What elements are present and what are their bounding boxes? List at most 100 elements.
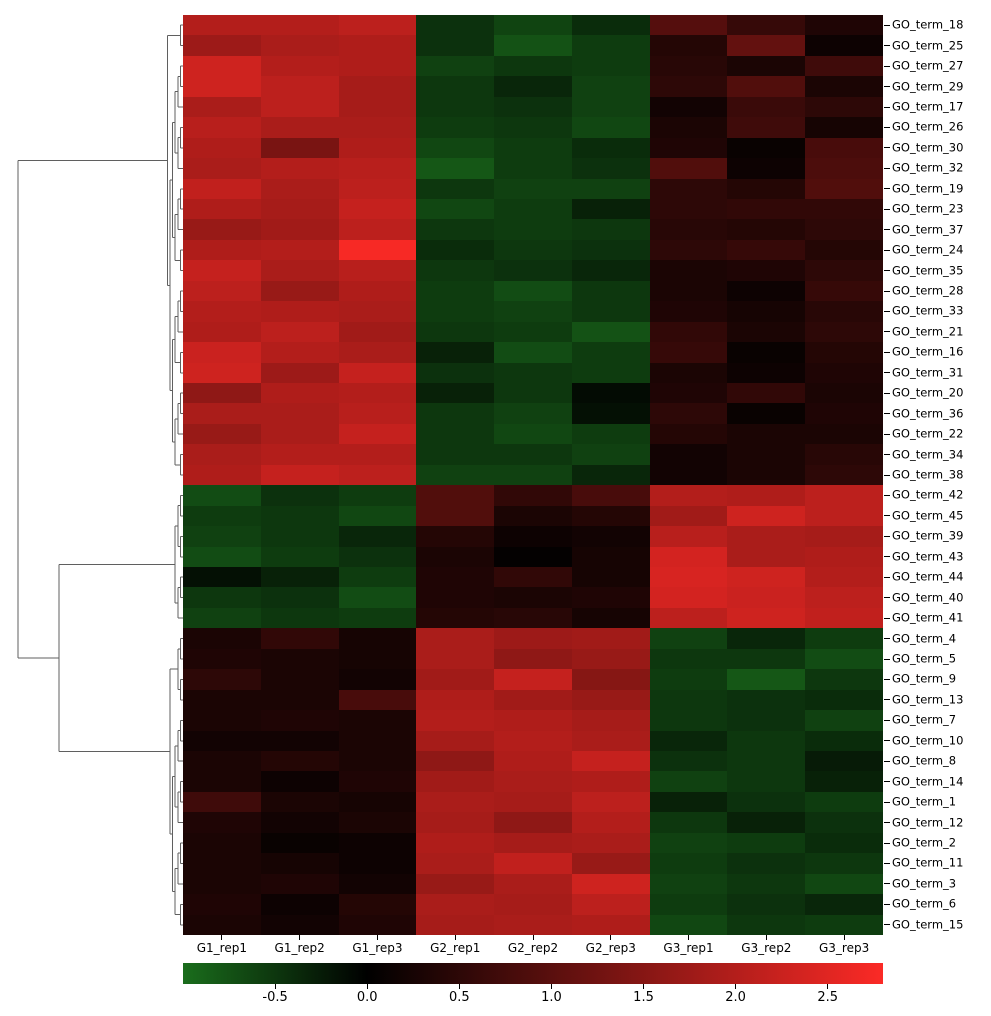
heatmap-cell bbox=[260, 832, 339, 854]
heatmap-cell bbox=[260, 199, 339, 220]
heatmap-cell bbox=[727, 301, 806, 322]
heatmap-cell bbox=[494, 771, 572, 792]
heatmap-cell bbox=[183, 178, 261, 199]
column-tick bbox=[765, 935, 767, 940]
heatmap-cell bbox=[416, 587, 495, 608]
heatmap-cell bbox=[416, 546, 495, 567]
heatmap-cell bbox=[183, 423, 261, 445]
heatmap-cell bbox=[727, 730, 806, 751]
heatmap-cell bbox=[416, 219, 495, 240]
heatmap-cell bbox=[338, 239, 417, 261]
row-tick bbox=[883, 290, 890, 292]
heatmap-cell bbox=[494, 178, 572, 199]
heatmap-cell bbox=[805, 689, 883, 711]
heatmap-cell bbox=[649, 669, 728, 690]
heatmap-cell bbox=[571, 894, 650, 915]
heatmap-cell bbox=[338, 914, 417, 935]
column-tick bbox=[688, 935, 690, 940]
heatmap-cell bbox=[649, 178, 728, 199]
heatmap-cell bbox=[571, 96, 650, 118]
heatmap-cell bbox=[727, 137, 806, 159]
heatmap-cell bbox=[494, 158, 572, 179]
heatmap-cell bbox=[416, 96, 495, 118]
heatmap-cell bbox=[571, 239, 650, 261]
heatmap-cell bbox=[805, 730, 883, 751]
heatmap-cell bbox=[183, 628, 261, 649]
heatmap-cell bbox=[805, 219, 883, 240]
heatmap-cell bbox=[338, 832, 417, 854]
heatmap-cell bbox=[494, 464, 572, 486]
row-label: GO_term_16 bbox=[892, 344, 964, 359]
heatmap-cell bbox=[260, 546, 339, 567]
heatmap-cell bbox=[416, 444, 495, 465]
heatmap-cell bbox=[183, 546, 261, 567]
heatmap-cell bbox=[416, 158, 495, 179]
heatmap-cell bbox=[416, 607, 495, 629]
heatmap-cell bbox=[416, 751, 495, 772]
row-label: GO_term_26 bbox=[892, 119, 964, 134]
row-tick bbox=[883, 392, 890, 394]
heatmap-cell bbox=[727, 485, 806, 506]
heatmap-cell bbox=[183, 55, 261, 77]
heatmap-cell bbox=[805, 239, 883, 261]
row-label: GO_term_45 bbox=[892, 508, 964, 523]
heatmap-cell bbox=[416, 567, 495, 588]
heatmap-cell bbox=[571, 812, 650, 833]
heatmap-cell bbox=[649, 710, 728, 731]
heatmap-cell bbox=[494, 383, 572, 404]
colorbar-tick-label: 0.5 bbox=[448, 990, 470, 1005]
row-label: GO_term_28 bbox=[892, 283, 964, 298]
heatmap-cell bbox=[338, 710, 417, 731]
heatmap-cell bbox=[571, 219, 650, 240]
heatmap-cell bbox=[183, 15, 261, 36]
heatmap-cell bbox=[416, 321, 495, 343]
heatmap-cell bbox=[260, 505, 339, 527]
heatmap-cell bbox=[416, 505, 495, 527]
heatmap-cell bbox=[571, 587, 650, 608]
heatmap-cell bbox=[649, 730, 728, 751]
heatmap-cell bbox=[649, 832, 728, 854]
heatmap-cell bbox=[805, 362, 883, 383]
heatmap-cell bbox=[260, 55, 339, 77]
heatmap-cell bbox=[727, 628, 806, 649]
heatmap-cell bbox=[494, 342, 572, 363]
heatmap-cell bbox=[805, 894, 883, 915]
row-tick bbox=[883, 617, 890, 619]
heatmap-cell bbox=[649, 403, 728, 424]
heatmap-cell bbox=[338, 444, 417, 465]
row-label: GO_term_42 bbox=[892, 487, 964, 502]
heatmap-cell bbox=[338, 628, 417, 649]
row-label: GO_term_21 bbox=[892, 324, 964, 339]
heatmap-cell bbox=[183, 730, 261, 751]
heatmap-cell bbox=[183, 158, 261, 179]
heatmap-cell bbox=[727, 464, 806, 486]
heatmap-cell bbox=[571, 546, 650, 567]
row-tick bbox=[883, 883, 890, 885]
row-dendrogram bbox=[17, 24, 183, 926]
heatmap-cell bbox=[805, 853, 883, 874]
heatmap-cell bbox=[649, 35, 728, 56]
row-tick bbox=[883, 760, 890, 762]
heatmap-cell bbox=[183, 383, 261, 404]
heatmap-cell bbox=[649, 485, 728, 506]
heatmap-cell bbox=[183, 403, 261, 424]
heatmap-cell bbox=[183, 567, 261, 588]
row-tick bbox=[883, 454, 890, 456]
heatmap-cell bbox=[260, 117, 339, 138]
heatmap-cell bbox=[494, 239, 572, 261]
row-tick bbox=[883, 65, 890, 67]
row-tick bbox=[883, 433, 890, 435]
heatmap-cell bbox=[260, 648, 339, 670]
heatmap-cell bbox=[727, 587, 806, 608]
heatmap-cell bbox=[338, 219, 417, 240]
heatmap-cell bbox=[183, 35, 261, 56]
heatmap-cell bbox=[260, 444, 339, 465]
heatmap-cell bbox=[183, 464, 261, 486]
heatmap-cell bbox=[649, 791, 728, 813]
row-label: GO_term_1 bbox=[892, 794, 957, 809]
heatmap-cell bbox=[183, 362, 261, 383]
heatmap-cell bbox=[727, 771, 806, 792]
heatmap-cell bbox=[649, 914, 728, 935]
heatmap-cell bbox=[805, 137, 883, 159]
heatmap-cell bbox=[494, 791, 572, 813]
